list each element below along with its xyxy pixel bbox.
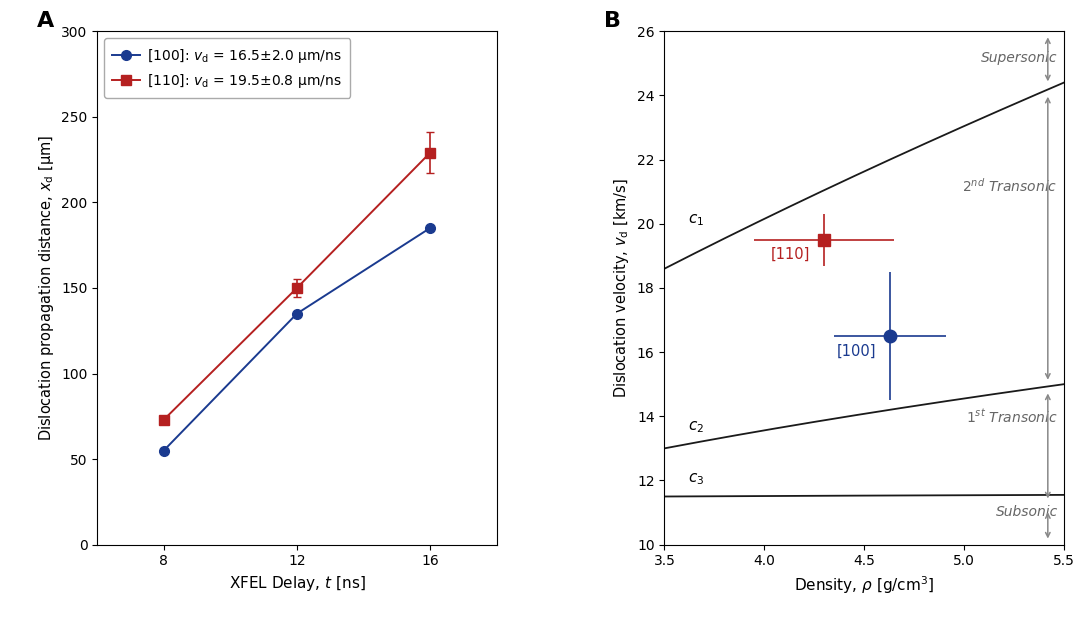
Y-axis label: Dislocation propagation distance, $x_{\mathrm{d}}$ [μm]: Dislocation propagation distance, $x_{\m… — [37, 135, 55, 441]
Text: A: A — [38, 11, 54, 31]
Y-axis label: Dislocation velocity, $v_{\mathrm{d}}$ [km/s]: Dislocation velocity, $v_{\mathrm{d}}$ [… — [612, 178, 632, 398]
Text: $1^{st}$ Transonic: $1^{st}$ Transonic — [966, 408, 1057, 426]
Text: [100]: [100] — [837, 343, 876, 358]
Text: $2^{nd}$ Transonic: $2^{nd}$ Transonic — [962, 177, 1057, 195]
Text: Supersonic: Supersonic — [982, 51, 1057, 64]
Text: $c_2$: $c_2$ — [688, 419, 704, 436]
X-axis label: Density, $\rho$ [g/cm$^{3}$]: Density, $\rho$ [g/cm$^{3}$] — [794, 574, 934, 595]
Text: $c_1$: $c_1$ — [688, 213, 704, 228]
Text: [110]: [110] — [771, 247, 810, 262]
X-axis label: XFEL Delay, $t$ [ns]: XFEL Delay, $t$ [ns] — [229, 574, 365, 593]
Text: B: B — [605, 11, 621, 31]
Text: $c_3$: $c_3$ — [688, 471, 704, 487]
Text: Subsonic: Subsonic — [996, 505, 1057, 519]
Legend: [100]: $v_{\mathrm{d}}$ = 16.5±2.0 μm/ns, [110]: $v_{\mathrm{d}}$ = 19.5±0.8 μm/: [100]: $v_{\mathrm{d}}$ = 16.5±2.0 μm/ns… — [104, 38, 350, 98]
